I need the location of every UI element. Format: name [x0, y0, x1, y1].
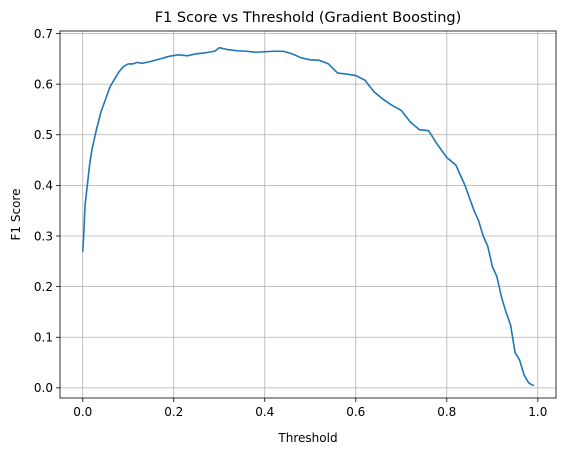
chart-title: F1 Score vs Threshold (Gradient Boosting… [155, 10, 462, 26]
y-tick-label: 0.7 [34, 27, 53, 41]
y-tick-label: 0.1 [34, 331, 53, 345]
x-tick-label: 0.6 [346, 405, 365, 419]
x-tick-label: 1.0 [528, 405, 547, 419]
plot-frame [59, 30, 557, 399]
y-tick-label: 0.3 [34, 229, 53, 243]
x-tick-label: 0.8 [437, 405, 456, 419]
grid [60, 31, 556, 398]
y-tick-label: 0.4 [34, 179, 53, 193]
series-line-0 [81, 46, 535, 387]
y-tick-label: 0.0 [34, 381, 53, 395]
series-layer [81, 46, 535, 387]
y-tick-label: 0.2 [34, 280, 53, 294]
y-axis-label: F1 Score [9, 189, 23, 241]
x-tick-label: 0.4 [255, 405, 274, 419]
y-tick-label: 0.5 [34, 128, 53, 142]
ticks: 0.0 0.2 0.4 0.6 0.8 1.0 0.0 0.1 0.2 0.3 0.4 0.5 0.6 0… [34, 27, 547, 419]
x-tick-label: 0.0 [73, 405, 92, 419]
x-axis-label: Threshold [277, 431, 337, 445]
y-tick-label: 0.6 [34, 77, 53, 91]
x-tick-label: 0.2 [164, 405, 183, 419]
